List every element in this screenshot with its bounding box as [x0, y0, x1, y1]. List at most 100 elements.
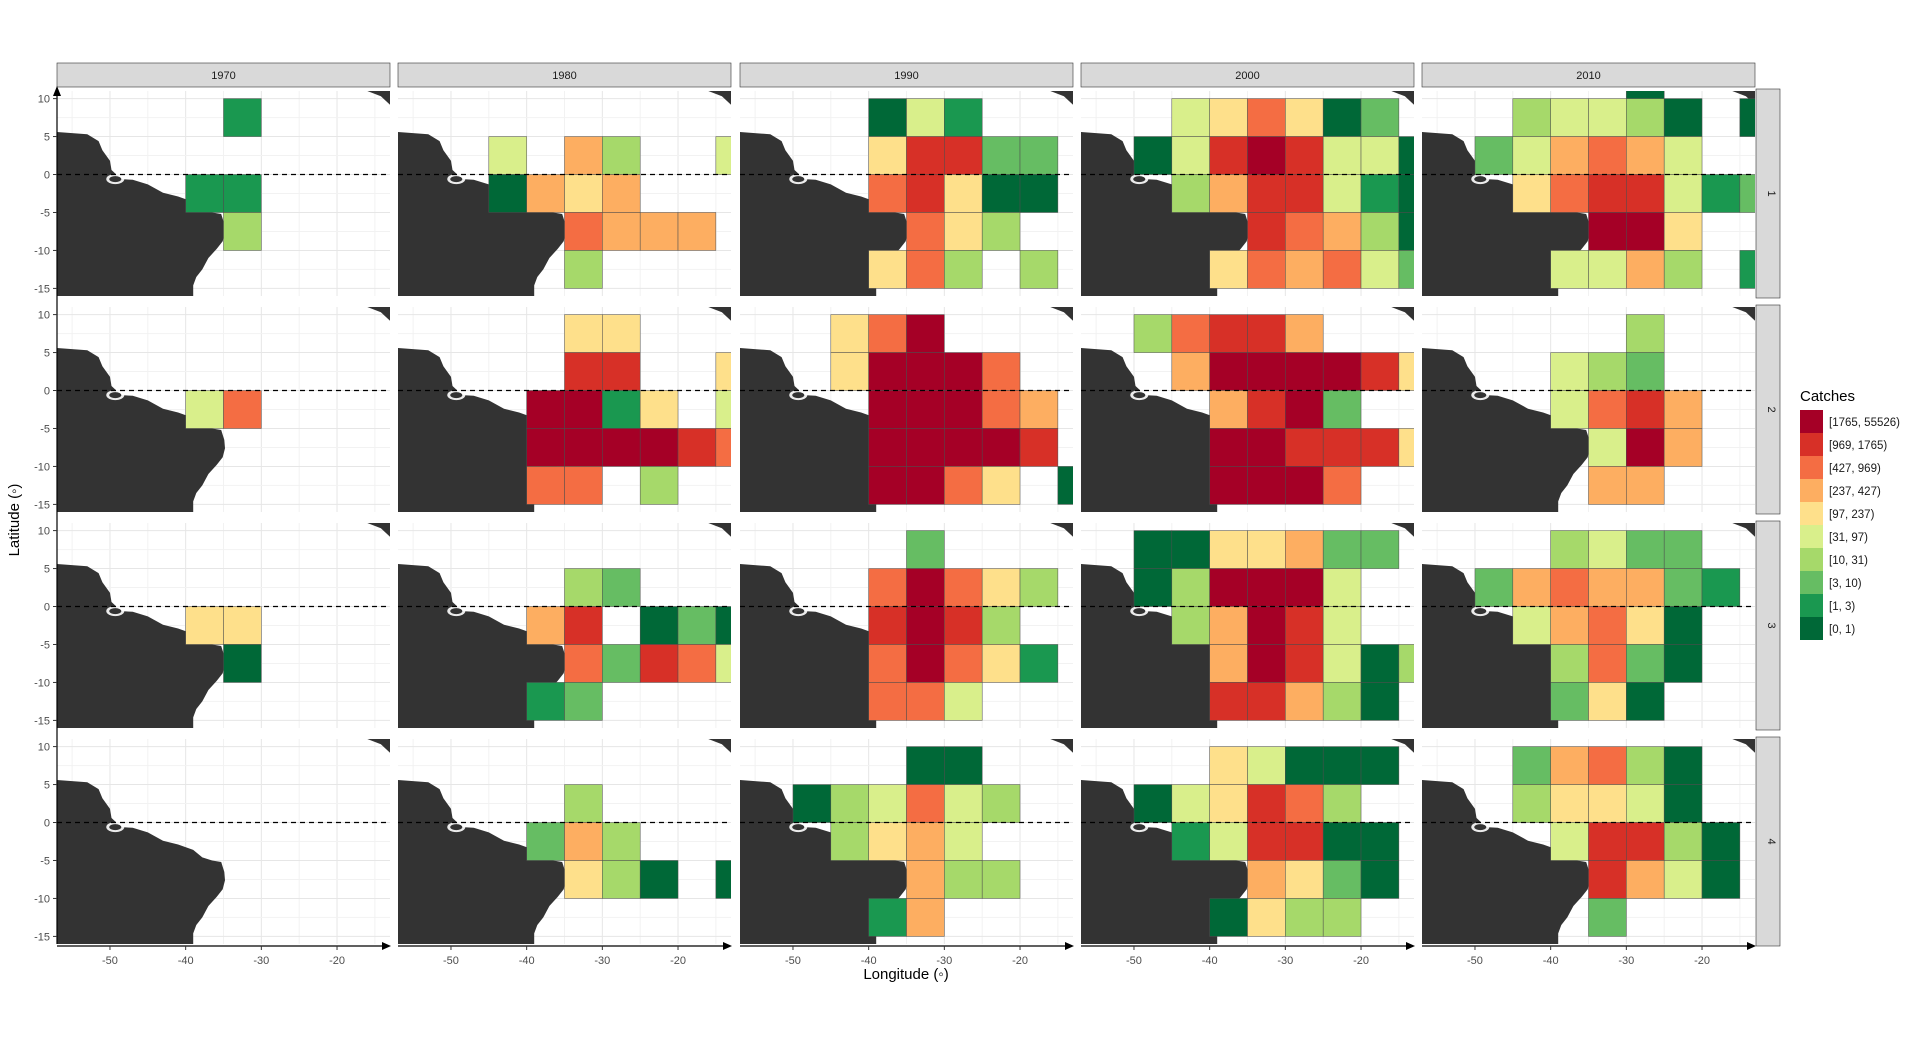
panel-plot-area [57, 739, 390, 944]
catch-cell [906, 136, 945, 175]
panel-plot-area [740, 91, 1073, 296]
x-tick-label: -20 [1012, 955, 1028, 967]
facet-panel-2000-row-2 [1081, 307, 1414, 512]
catch-cell [715, 136, 731, 175]
catch-cell [1626, 682, 1665, 721]
catch-cell [185, 174, 224, 213]
catch-cell [1171, 174, 1210, 213]
panel-plot-area [57, 523, 390, 728]
land-mass-africa [367, 739, 390, 753]
marajo-island-land [1474, 824, 1487, 831]
x-tick-label: -40 [519, 955, 535, 967]
land-mass [398, 348, 566, 512]
catch-cell [944, 784, 983, 823]
catch-cell [906, 860, 945, 899]
catch-cell [1209, 98, 1248, 137]
marajo-island-land [1133, 608, 1146, 615]
catch-cell [1285, 428, 1324, 467]
catch-cell [223, 174, 262, 213]
catch-cell [944, 568, 983, 607]
catch-cell [944, 466, 983, 505]
facet-panel-2010-row-4 [1422, 739, 1755, 944]
catch-cell [906, 212, 945, 251]
legend-key-label: [0, 1) [1829, 624, 1855, 636]
y-tick-label: -5 [40, 639, 50, 651]
facet-row-strip-4 [1755, 736, 1781, 947]
catch-cell [1626, 250, 1665, 289]
catch-cell [564, 390, 603, 429]
catch-cell [1019, 136, 1059, 175]
catch-cell [1247, 98, 1286, 137]
catch-cell [1209, 606, 1248, 645]
catch-cell [602, 428, 641, 467]
catch-cell [1322, 898, 1362, 937]
land-mass [57, 348, 225, 512]
x-tick-label: -40 [861, 955, 877, 967]
legend-key-label: [237, 427) [1829, 486, 1881, 498]
catch-cell [1360, 822, 1400, 861]
panel-plot-area [1081, 739, 1414, 944]
legend-key-label: [31, 97) [1829, 532, 1868, 544]
catch-cell [1588, 212, 1627, 251]
catch-cell [1247, 898, 1286, 937]
panel-plot-area [1422, 523, 1755, 728]
catch-cell [1626, 466, 1665, 505]
catch-cell [1588, 644, 1627, 683]
catch-cell [488, 136, 527, 175]
catch-cell [981, 644, 1021, 683]
catch-cell [1247, 682, 1286, 721]
facet-panel-1990-row-2 [740, 307, 1073, 512]
catch-cell [981, 606, 1021, 645]
catch-cell [1550, 390, 1589, 429]
catch-cell [1550, 250, 1589, 289]
catch-cell [906, 352, 945, 391]
catch-cell [1588, 606, 1627, 645]
catch-cell [906, 250, 945, 289]
facet-strip-1990 [739, 62, 1074, 88]
legend-key-swatch [1800, 479, 1823, 502]
y-tick-label: -10 [34, 893, 50, 905]
x-tick-label: -50 [1126, 955, 1142, 967]
catch-cell [1512, 784, 1551, 823]
catch-cell [1133, 530, 1173, 569]
marajo-island-land [450, 176, 463, 183]
panel-plot-area [1081, 523, 1414, 728]
catch-cell [868, 898, 907, 937]
catch-cell [944, 644, 983, 683]
catch-cell [639, 606, 679, 645]
land-mass-africa [1050, 739, 1073, 753]
catch-cell [715, 644, 731, 683]
facet-strip-label: 1990 [894, 70, 918, 82]
catch-cell [1322, 606, 1362, 645]
catch-cell [1247, 822, 1286, 861]
catch-cell [1588, 98, 1627, 137]
catch-cell [981, 174, 1021, 213]
catch-cell [715, 428, 731, 467]
catch-cell [1360, 682, 1400, 721]
legend-key-label: [969, 1765) [1829, 440, 1887, 452]
y-tick-label: -5 [40, 207, 50, 219]
catch-cell [1360, 860, 1400, 899]
marajo-island-land [1133, 392, 1146, 399]
catch-cell [715, 606, 731, 645]
land-mass [1422, 780, 1590, 944]
catch-cell [792, 784, 832, 823]
catch-cell [526, 466, 565, 505]
marajo-island-land [109, 392, 122, 399]
catch-cell [1171, 822, 1210, 861]
catch-cell [981, 784, 1021, 823]
catch-cell [1247, 390, 1286, 429]
y-tick-label: -10 [34, 677, 50, 689]
catch-cell [1739, 174, 1755, 213]
legend-key-label: [427, 969) [1829, 463, 1881, 475]
x-tick-label: -30 [936, 955, 952, 967]
catch-cell [906, 98, 945, 137]
catch-cell [1247, 746, 1286, 785]
land-mass-africa [1732, 739, 1755, 753]
x-tick-label: -30 [253, 955, 269, 967]
x-tick-label: -20 [329, 955, 345, 967]
catch-cell [526, 174, 565, 213]
catch-cell [1285, 352, 1324, 391]
x-tick-label: -50 [102, 955, 118, 967]
